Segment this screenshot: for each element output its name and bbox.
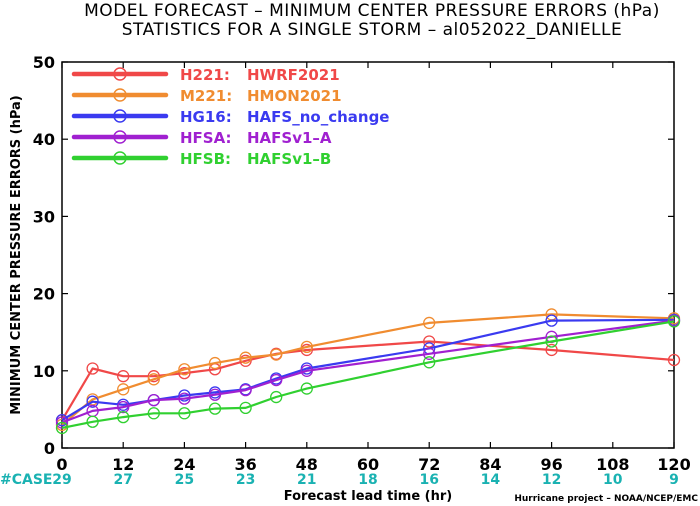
series-point — [147, 373, 160, 386]
series-point — [117, 410, 130, 424]
x-tick-label: 0 — [56, 455, 67, 474]
legend: H221: HWRF2021 M221: HMON2021 HG16: HAFS_no_c… — [71, 66, 389, 168]
y-tick-label: 10 — [33, 362, 55, 381]
series-line — [61, 320, 675, 429]
series-point — [86, 415, 99, 428]
x-tick-label: 72 — [418, 455, 440, 474]
series-point — [423, 347, 436, 360]
legend-name: HAFSv1–B — [247, 150, 331, 168]
series-point — [300, 382, 313, 395]
series-point — [117, 370, 130, 383]
legend-name: HMON2021 — [247, 87, 342, 105]
series-point — [208, 388, 222, 401]
series-point — [239, 401, 252, 415]
series-point — [178, 407, 191, 420]
x-tick-label: 48 — [296, 455, 318, 474]
y-axis-label: MINIMUM CENTER PRESSURE ERRORS (hPa) — [9, 95, 24, 415]
case-count: 16 — [419, 472, 438, 488]
chart-title: MODEL FORECAST – MINIMUM CENTER PRESSURE… — [84, 1, 660, 21]
legend-marker — [113, 88, 127, 102]
series-point — [667, 315, 681, 328]
y-tick-label: 50 — [33, 53, 55, 72]
legend-name: HAFSv1–A — [247, 129, 332, 147]
series-point — [239, 351, 252, 364]
series-point — [178, 366, 191, 380]
series-point — [270, 390, 283, 404]
series-point — [86, 362, 99, 375]
series-point — [270, 373, 283, 387]
case-count: 18 — [358, 472, 377, 488]
legend-marker — [113, 67, 127, 81]
series-point — [545, 343, 558, 357]
series-point — [423, 316, 436, 330]
legend-name: HWRF2021 — [247, 66, 340, 84]
series-point — [208, 356, 222, 370]
series-point — [300, 343, 313, 357]
x-tick-label: 60 — [357, 455, 379, 474]
y-tick-label: 30 — [33, 207, 55, 226]
series-layer — [55, 308, 681, 435]
x-tick-label: 84 — [479, 455, 501, 474]
case-count: 29 — [52, 472, 71, 488]
case-count: 12 — [542, 472, 561, 488]
x-axis-label: Forecast lead time (hr) — [284, 489, 452, 504]
series-point — [667, 353, 681, 367]
series-point — [239, 383, 252, 397]
case-count: 14 — [481, 472, 501, 488]
y-tick-label: 0 — [44, 439, 55, 458]
series-point — [545, 335, 558, 348]
series-point — [423, 356, 436, 369]
series-point — [545, 314, 558, 327]
legend-code: M221: — [180, 87, 232, 105]
x-tick-label: 120 — [657, 455, 690, 474]
series-point — [208, 402, 222, 415]
y-axis: 0 10 20 30 40 50 — [33, 53, 674, 458]
series-point — [239, 354, 252, 367]
series-point — [55, 416, 69, 429]
series-point — [147, 393, 160, 407]
case-count: 21 — [297, 472, 316, 488]
x-tick-label: 36 — [234, 455, 256, 474]
x-tick-label: 96 — [540, 455, 562, 474]
series-point — [300, 364, 313, 377]
x-tick-label: 24 — [173, 455, 195, 474]
case-counts: 29 27 25 23 21 18 16 14 12 10 9 — [52, 472, 679, 488]
series-point — [423, 335, 436, 348]
series-point — [178, 389, 191, 402]
series-point — [300, 340, 313, 354]
series-point — [270, 348, 283, 361]
x-tick-label: 12 — [112, 455, 134, 474]
series-point — [86, 395, 99, 408]
series-point — [117, 383, 130, 396]
series-point — [55, 421, 69, 435]
legend-code: H221: — [180, 66, 230, 84]
series-point — [178, 363, 191, 376]
case-count: 10 — [603, 472, 623, 488]
chart-subtitle: STATISTICS FOR A SINGLE STORM – al052022… — [122, 20, 623, 40]
case-count: 23 — [236, 472, 255, 488]
credit-text: Hurricane project – NOAA/NCEP/EMC — [514, 494, 698, 504]
case-label: #CASE — [0, 472, 53, 488]
legend-marker — [113, 109, 127, 123]
y-tick-label: 40 — [33, 130, 55, 149]
legend-code: HFSA: — [180, 129, 232, 147]
legend-marker — [113, 151, 127, 165]
legend-code: HG16: — [180, 108, 232, 126]
legend-marker — [113, 130, 127, 144]
series-point — [117, 400, 130, 414]
case-count: 9 — [669, 472, 679, 488]
x-axis: 0 12 24 36 48 60 72 84 96 108 120 — [56, 62, 691, 474]
series-point — [147, 370, 160, 383]
y-tick-label: 20 — [33, 285, 55, 304]
case-count: 27 — [113, 472, 132, 488]
series-point — [178, 392, 191, 405]
legend-name: HAFS_no_change — [247, 108, 389, 126]
case-count: 25 — [175, 472, 194, 488]
legend-code: HFSB: — [180, 150, 231, 168]
x-tick-label: 108 — [596, 455, 629, 474]
series-point — [147, 407, 160, 420]
